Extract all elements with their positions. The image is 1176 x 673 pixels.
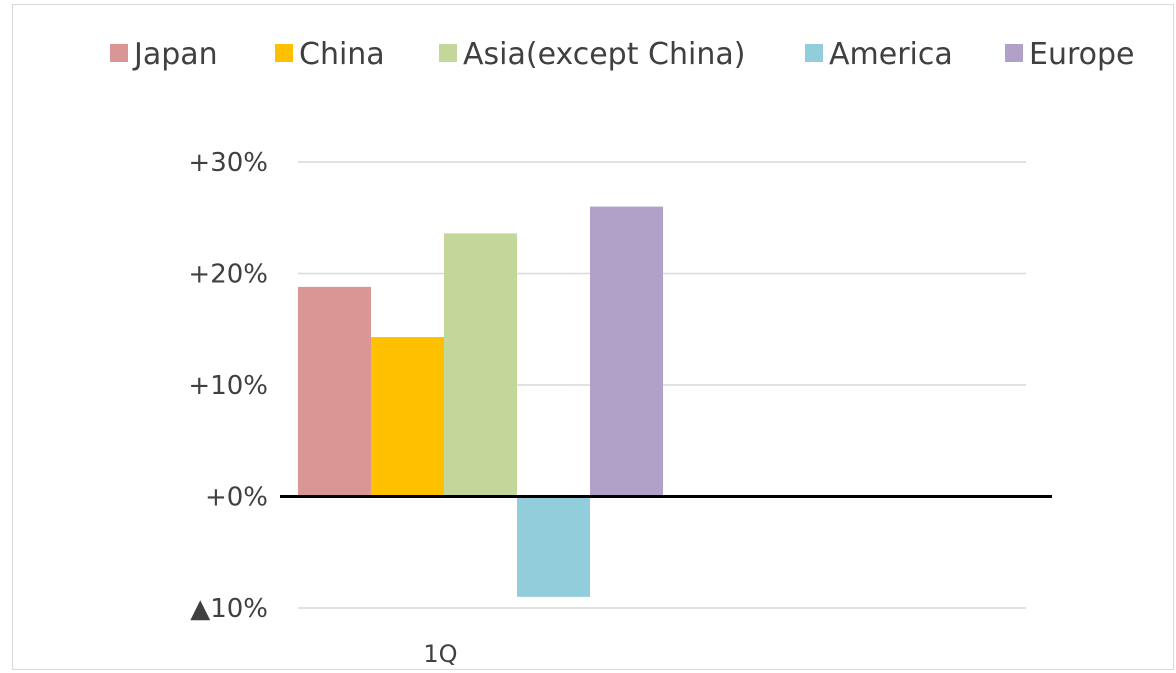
x-category-label: 1Q <box>423 640 457 668</box>
legend-swatch <box>805 44 823 62</box>
legend-label: Japan <box>132 37 218 72</box>
y-tick-label: +30% <box>188 148 268 178</box>
legend: Japan China Asia(except China) America Europ… <box>110 37 1135 72</box>
legend-swatch <box>439 44 457 62</box>
legend-swatch <box>110 44 128 62</box>
legend-label: Europe <box>1029 37 1135 72</box>
y-tick-label: +20% <box>188 260 268 290</box>
legend-label: China <box>299 37 385 72</box>
legend-item-europe: Europe <box>1005 37 1135 72</box>
bar-japan <box>298 286 371 497</box>
x-axis-categories: 1Q <box>423 640 457 668</box>
y-tick-label: ▲10% <box>190 594 268 624</box>
y-tick-label: +10% <box>188 371 268 401</box>
legend-item-america: America <box>805 37 953 72</box>
bar-china <box>371 337 444 497</box>
legend-item-japan: Japan <box>110 37 218 72</box>
legend-item-asia-except-china: Asia(except China) <box>439 37 745 72</box>
legend-label: Asia(except China) <box>463 37 745 72</box>
y-tick-label: +0% <box>205 483 268 513</box>
legend-swatch <box>1005 44 1023 62</box>
bar-europe <box>590 206 663 497</box>
legend-item-china: China <box>275 37 385 72</box>
bars <box>298 206 663 597</box>
bar-asia-except-china <box>444 233 517 497</box>
bar-america <box>517 496 590 597</box>
legend-swatch <box>275 44 293 62</box>
y-axis-ticks: +30% +20% +10% +0% ▲10% <box>188 148 268 624</box>
legend-label: America <box>829 37 953 72</box>
